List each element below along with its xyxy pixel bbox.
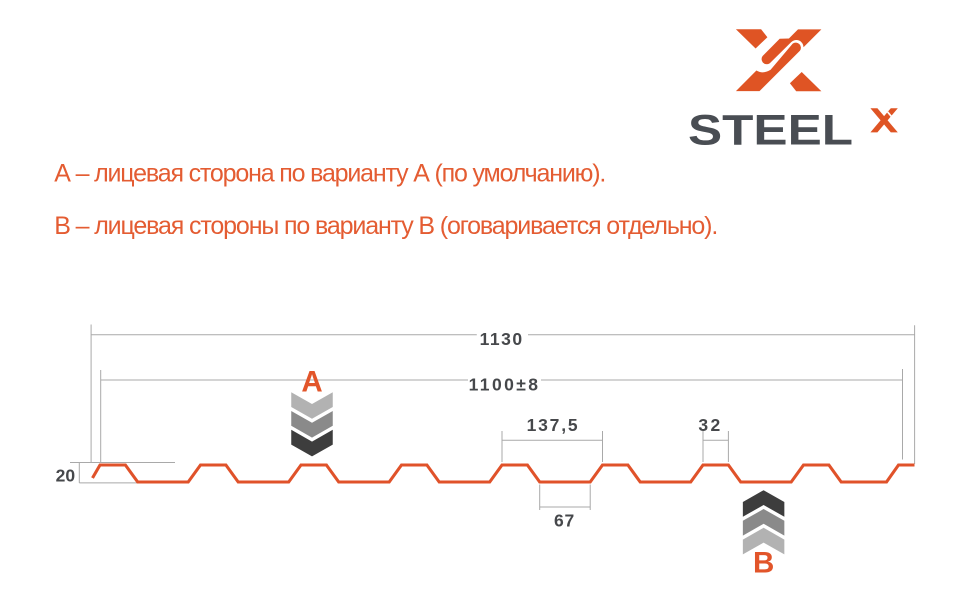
- svg-text:32: 32: [698, 415, 722, 435]
- svg-text:1100±8: 1100±8: [469, 375, 541, 395]
- svg-text:B: B: [753, 547, 774, 580]
- svg-text:137,5: 137,5: [527, 415, 580, 435]
- svg-text:1130: 1130: [480, 329, 524, 349]
- svg-text:A: A: [301, 365, 322, 398]
- svg-text:67: 67: [554, 510, 575, 530]
- svg-text:20: 20: [56, 466, 76, 486]
- svg-text:В – лицевая стороны по вариант: В – лицевая стороны по варианту В (огова…: [54, 212, 718, 240]
- svg-text:А – лицевая сторона по вариант: А – лицевая сторона по варианту А (по ум…: [54, 159, 606, 187]
- svg-text:STEEL: STEEL: [688, 107, 853, 155]
